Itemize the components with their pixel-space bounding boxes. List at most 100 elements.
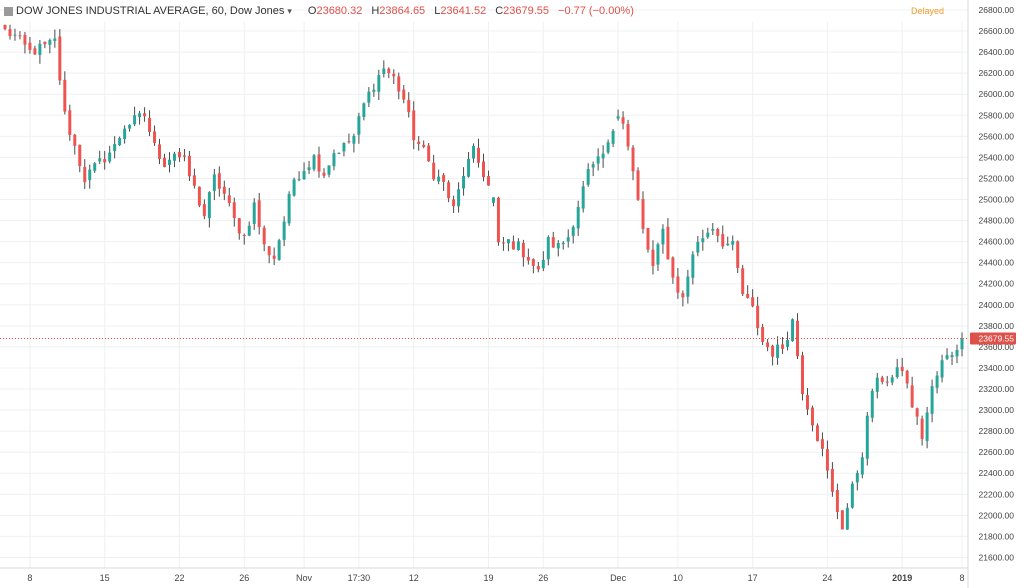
candle-body — [58, 36, 62, 81]
candle-body — [556, 243, 560, 249]
candle-body — [716, 229, 720, 236]
candle-body — [302, 171, 306, 180]
candle-body — [531, 259, 535, 266]
candle-body — [656, 244, 660, 265]
candle-body — [696, 241, 700, 253]
candle-body — [63, 79, 67, 112]
candle-body — [536, 266, 540, 270]
candle-body — [3, 24, 7, 30]
candle-body — [207, 192, 211, 219]
candle-body — [202, 204, 206, 217]
candle-body — [148, 117, 152, 132]
candle-body — [397, 76, 401, 92]
symbol-selector[interactable]: DOW JONES INDUSTRIAL AVERAGE, 60, Dow Jo… — [4, 5, 292, 17]
symbol-square-icon — [4, 6, 13, 16]
candle-body — [721, 234, 725, 247]
candle-body — [586, 169, 590, 185]
close-label: C — [495, 5, 504, 17]
candle-body — [626, 123, 630, 147]
candle-body — [452, 199, 456, 207]
candle-body — [103, 159, 107, 163]
y-tick-label: 22400.00 — [979, 468, 1015, 478]
candle-body — [920, 418, 924, 440]
candle-body — [277, 240, 281, 260]
x-tick-label: 22 — [174, 573, 184, 583]
x-tick-label: 12 — [409, 573, 419, 583]
x-tick-label: 10 — [673, 573, 683, 583]
candle-body — [422, 144, 426, 147]
candle-body — [561, 242, 565, 245]
y-tick-label: 26400.00 — [979, 47, 1015, 57]
candle-body — [407, 99, 411, 113]
candle-body — [118, 138, 122, 146]
y-tick-label: 23400.00 — [979, 363, 1015, 373]
candle-body — [143, 113, 147, 117]
candle-body — [940, 360, 944, 378]
candle-body — [237, 218, 241, 234]
y-tick-label: 22200.00 — [979, 489, 1015, 499]
candle-body — [472, 145, 476, 159]
candle-body — [726, 243, 730, 246]
candle-body — [28, 42, 32, 50]
ohlc-values: O23680.32 H23864.65 L23641.52 C23679.55 … — [308, 5, 634, 17]
candle-body — [462, 175, 466, 189]
candle-body — [521, 242, 525, 258]
candle-body — [73, 134, 77, 146]
x-tick-label: 17:30 — [348, 573, 371, 583]
candle-body — [232, 202, 236, 219]
candle-body — [960, 338, 964, 350]
y-tick-label: 21800.00 — [979, 531, 1015, 541]
candle-body — [38, 43, 42, 55]
y-tick-label: 23800.00 — [979, 321, 1015, 331]
high-value: 23864.65 — [379, 5, 426, 17]
candle-body — [172, 153, 176, 161]
candle-body — [332, 153, 336, 167]
candle-body — [741, 268, 745, 295]
candle-body — [791, 319, 795, 342]
candle-body — [427, 145, 431, 162]
candle-body — [402, 89, 406, 100]
candle-body — [362, 103, 366, 117]
change-value: −0.77 (−0.00%) — [558, 5, 634, 17]
candle-body — [297, 179, 301, 181]
candle-body — [546, 237, 550, 260]
candle-body — [890, 377, 894, 383]
candle-body — [666, 226, 670, 260]
candle-body — [636, 170, 640, 200]
candle-body — [706, 232, 710, 238]
chevron-down-icon[interactable]: ▾ — [287, 5, 292, 16]
candle-body — [910, 385, 914, 408]
candle-body — [153, 131, 157, 143]
candle-body — [262, 227, 266, 245]
x-tick-label: Nov — [296, 573, 313, 583]
candle-body — [820, 439, 824, 449]
x-tick-label: 26 — [239, 573, 249, 583]
candle-body — [925, 412, 929, 441]
candle-body — [671, 257, 675, 278]
candle-body — [477, 147, 481, 163]
close-value: 23679.55 — [503, 5, 550, 17]
candle-body — [815, 425, 819, 442]
candle-body — [786, 339, 790, 347]
candle-body — [242, 234, 246, 236]
candle-body — [197, 186, 201, 206]
candle-body — [810, 407, 814, 426]
y-tick-label: 24200.00 — [979, 279, 1015, 289]
candle-body — [182, 155, 186, 157]
y-tick-label: 24600.00 — [979, 237, 1015, 247]
candle-body — [711, 229, 715, 231]
candle-body — [865, 415, 869, 459]
candle-body — [950, 355, 954, 358]
candle-body — [108, 152, 112, 162]
candle-body — [766, 342, 770, 348]
candle-body — [53, 38, 57, 41]
candle-body — [686, 276, 690, 297]
candle-body — [855, 472, 859, 483]
candle-body — [796, 320, 800, 357]
last-price-label: 23679.55 — [979, 334, 1015, 344]
candle-body — [776, 344, 780, 358]
y-tick-label: 26000.00 — [979, 89, 1015, 99]
candle-body — [606, 142, 610, 153]
